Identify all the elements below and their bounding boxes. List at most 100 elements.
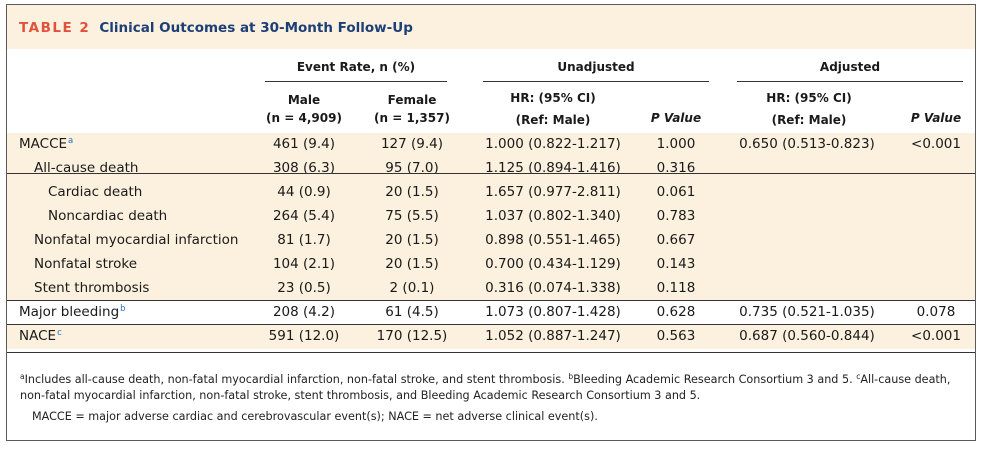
cell-female: 20 (1.5) xyxy=(385,184,439,200)
row-label: Nonfatal stroke xyxy=(34,256,138,272)
cell-male: 308 (6.3) xyxy=(272,160,336,176)
col-header-adj-hr-line2: (Ref: Male) xyxy=(771,113,847,127)
cell-hr: 1.657 (0.977-2.811) xyxy=(485,184,621,200)
footnote-b: Bleeding Academic Research Consortium 3 … xyxy=(573,373,857,386)
cell-hr: 1.000 (0.822-1.217) xyxy=(485,136,621,152)
cell-p: 0.316 xyxy=(656,160,696,176)
footnote-marker: a xyxy=(68,136,74,146)
cell-hr: 1.037 (0.802-1.340) xyxy=(485,208,621,224)
table-row: Noncardiac death 264 (5.4) 75 (5.5) 1.03… xyxy=(7,205,975,229)
table-row: All-cause death 308 (6.3) 95 (7.0) 1.125… xyxy=(7,157,975,181)
row-label: All-cause death xyxy=(34,160,139,176)
cell-hr: 1.073 (0.807-1.428) xyxy=(485,304,621,320)
footnote-a-mark: a xyxy=(20,372,25,381)
cell-p: 0.563 xyxy=(656,328,696,344)
row-label: MACCEa xyxy=(19,136,74,152)
table-bottom-rule xyxy=(7,352,975,353)
cell-p: 0.061 xyxy=(656,184,696,200)
cell-male: 104 (2.1) xyxy=(272,256,336,272)
cell-female: 75 (5.5) xyxy=(385,208,439,224)
cell-female: 170 (12.5) xyxy=(376,328,448,344)
col-header-adj-hr: HR: (95% CI) (Ref: Male) xyxy=(739,87,879,131)
col-header-hr-line2: (Ref: Male) xyxy=(515,113,591,127)
cell-female: 61 (4.5) xyxy=(385,304,439,320)
col-header-hr: HR: (95% CI) (Ref: Male) xyxy=(483,87,623,131)
cell-p: 0.628 xyxy=(656,304,696,320)
footnote-b-mark: b xyxy=(568,372,574,381)
cell-female: 2 (0.1) xyxy=(389,280,435,296)
abbreviations-note: MACCE = major adverse cardiac and cerebr… xyxy=(32,410,598,423)
cell-female: 95 (7.0) xyxy=(385,160,439,176)
cell-hr: 0.898 (0.551-1.465) xyxy=(485,232,621,248)
group-rule-adjusted xyxy=(737,81,963,82)
cell-female: 20 (1.5) xyxy=(385,232,439,248)
cell-hr: 0.316 (0.074-1.338) xyxy=(485,280,621,296)
row-label: NACEc xyxy=(19,328,62,344)
col-header-hr-line1: HR: (95% CI) xyxy=(510,91,596,105)
table-row: MACCEa 461 (9.4) 127 (9.4) 1.000 (0.822-… xyxy=(7,133,975,157)
cell-adj-p: <0.001 xyxy=(911,136,961,152)
cell-male: 208 (4.2) xyxy=(272,304,336,320)
cell-female: 20 (1.5) xyxy=(385,256,439,272)
row-divider xyxy=(7,324,975,325)
col-header-adj-p-value: P Value xyxy=(910,111,962,125)
cell-p: 0.783 xyxy=(656,208,696,224)
footnote-marker: c xyxy=(57,328,62,338)
cell-male: 461 (9.4) xyxy=(272,136,336,152)
cell-male: 591 (12.0) xyxy=(268,328,340,344)
col-header-female: Female (n = 1,357) xyxy=(363,91,461,127)
table-row: Major bleedingb 208 (4.2) 61 (4.5) 1.073… xyxy=(7,301,975,325)
col-header-female-line1: Female xyxy=(387,93,437,107)
footnote-c: All-cause death, non-fatal myocardial in… xyxy=(20,373,951,402)
footnotes: aIncludes all-cause death, non-fatal myo… xyxy=(20,369,970,404)
cell-hr: 1.052 (0.887-1.247) xyxy=(485,328,621,344)
cell-p: 0.143 xyxy=(656,256,696,272)
table-label: TABLE 2 xyxy=(19,20,91,36)
col-header-adj-hr-line1: HR: (95% CI) xyxy=(766,91,852,105)
col-header-male-line1: Male xyxy=(287,93,321,107)
table-row: NACEc 591 (12.0) 170 (12.5) 1.052 (0.887… xyxy=(7,325,975,349)
table-header: Event Rate, n (%) Unadjusted Adjusted Ma… xyxy=(7,49,975,134)
row-divider xyxy=(7,173,975,174)
row-divider xyxy=(7,300,975,301)
table-frame: TABLE 2 Clinical Outcomes at 30-Month Fol… xyxy=(6,4,976,441)
footnote-marker: b xyxy=(120,304,126,314)
cell-adj-hr: 0.735 (0.521-1.035) xyxy=(739,304,875,320)
cell-p: 1.000 xyxy=(656,136,696,152)
footnote-a: Includes all-cause death, non-fatal myoc… xyxy=(24,373,569,386)
cell-adj-hr: 0.650 (0.513-0.823) xyxy=(739,136,875,152)
row-label: Major bleedingb xyxy=(19,304,126,320)
cell-male: 23 (0.5) xyxy=(277,280,331,296)
cell-male: 264 (5.4) xyxy=(272,208,336,224)
cell-female: 127 (9.4) xyxy=(380,136,444,152)
footnote-c-mark: c xyxy=(856,372,861,381)
cell-adj-p: 0.078 xyxy=(916,304,956,320)
col-header-p-value: P Value xyxy=(650,111,702,125)
row-label: Stent thrombosis xyxy=(34,280,150,296)
group-rule-unadjusted xyxy=(483,81,709,82)
table-row: Nonfatal stroke 104 (2.1) 20 (1.5) 0.700… xyxy=(7,253,975,277)
table-row: Stent thrombosis 23 (0.5) 2 (0.1) 0.316 … xyxy=(7,277,975,301)
cell-p: 0.118 xyxy=(656,280,696,296)
table-title-bar: TABLE 2 Clinical Outcomes at 30-Month Fol… xyxy=(7,5,975,49)
cell-male: 44 (0.9) xyxy=(277,184,331,200)
col-header-male-line2: (n = 4,909) xyxy=(266,111,342,125)
cell-p: 0.667 xyxy=(656,232,696,248)
cell-male: 81 (1.7) xyxy=(277,232,331,248)
row-label: Cardiac death xyxy=(48,184,143,200)
row-label: Nonfatal myocardial infarction xyxy=(34,232,239,248)
row-label: Noncardiac death xyxy=(48,208,168,224)
cell-adj-p: <0.001 xyxy=(911,328,961,344)
col-header-male: Male (n = 4,909) xyxy=(255,91,353,127)
table-caption: Clinical Outcomes at 30-Month Follow-Up xyxy=(99,20,413,36)
group-header-event-rate: Event Rate, n (%) xyxy=(296,60,416,74)
group-header-adjusted: Adjusted xyxy=(819,60,881,74)
col-header-female-line2: (n = 1,357) xyxy=(374,111,450,125)
table-row: Cardiac death 44 (0.9) 20 (1.5) 1.657 (0… xyxy=(7,181,975,205)
cell-hr: 0.700 (0.434-1.129) xyxy=(485,256,621,272)
group-header-unadjusted: Unadjusted xyxy=(557,60,635,74)
cell-adj-hr: 0.687 (0.560-0.844) xyxy=(739,328,875,344)
table-row: Nonfatal myocardial infarction 81 (1.7) … xyxy=(7,229,975,253)
table-title: TABLE 2 Clinical Outcomes at 30-Month Fol… xyxy=(19,20,413,36)
group-rule-event-rate xyxy=(265,81,447,82)
